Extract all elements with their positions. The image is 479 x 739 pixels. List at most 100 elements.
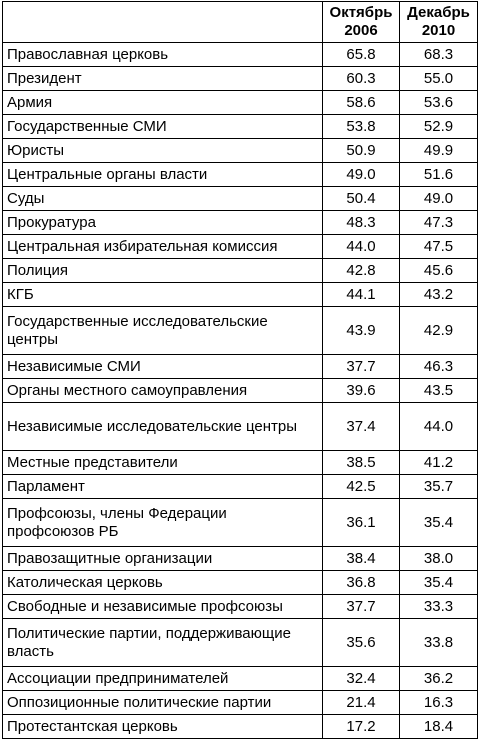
table-row: Юристы 50.9 49.9 <box>2 138 478 163</box>
value-2010: 47.3 <box>399 210 478 235</box>
value-2006: 42.5 <box>322 474 400 499</box>
value-2010: 35.4 <box>399 498 478 547</box>
value-2006: 53.8 <box>322 114 400 139</box>
institution-name: Центральные органы власти <box>2 162 323 187</box>
value-2010: 68.3 <box>399 42 478 67</box>
value-2006: 60.3 <box>322 66 400 91</box>
value-2006: 37.7 <box>322 354 400 379</box>
institution-name: Суды <box>2 186 323 211</box>
institution-name: КГБ <box>2 282 323 307</box>
institution-name: Президент <box>2 66 323 91</box>
table-row: Профсоюзы, члены Федерации профсоюзов РБ… <box>2 498 478 547</box>
value-2006: 37.4 <box>322 402 400 451</box>
value-2006: 65.8 <box>322 42 400 67</box>
table-row: КГБ 44.1 43.2 <box>2 282 478 307</box>
table-row: Государственные СМИ 53.8 52.9 <box>2 114 478 139</box>
value-2010: 46.3 <box>399 354 478 379</box>
value-2010: 49.0 <box>399 186 478 211</box>
value-2006: 38.5 <box>322 450 400 475</box>
value-2006: 35.6 <box>322 618 400 667</box>
table-row: Армия 58.6 53.6 <box>2 90 478 115</box>
value-2006: 58.6 <box>322 90 400 115</box>
value-2010: 36.2 <box>399 666 478 691</box>
table-row: Православная церковь 65.8 68.3 <box>2 42 478 67</box>
header-october-2006: Октябрь 2006 <box>322 1 400 43</box>
institution-name: Парламент <box>2 474 323 499</box>
institution-name: Правозащитные организации <box>2 546 323 571</box>
value-2010: 35.7 <box>399 474 478 499</box>
value-2010: 16.3 <box>399 690 478 715</box>
value-2006: 17.2 <box>322 714 400 739</box>
institution-name: Католическая церковь <box>2 570 323 595</box>
institution-name: Полиция <box>2 258 323 283</box>
institution-name: Профсоюзы, члены Федерации профсоюзов РБ <box>2 498 323 547</box>
institution-name: Политические партии, поддерживающие влас… <box>2 618 323 667</box>
institution-name: Государственные СМИ <box>2 114 323 139</box>
table-row: Независимые СМИ 37.7 46.3 <box>2 354 478 379</box>
value-2006: 37.7 <box>322 594 400 619</box>
value-2006: 48.3 <box>322 210 400 235</box>
institution-name: Независимые исследовательские центры <box>2 402 323 451</box>
table-row: Местные представители 38.5 41.2 <box>2 450 478 475</box>
table-row: Полиция 42.8 45.6 <box>2 258 478 283</box>
header-december-2010: Декабрь 2010 <box>399 1 478 43</box>
value-2010: 55.0 <box>399 66 478 91</box>
value-2006: 50.9 <box>322 138 400 163</box>
institution-name: Независимые СМИ <box>2 354 323 379</box>
institution-name: Центральная избирательная комиссия <box>2 234 323 259</box>
table-row: Государственные исследовательские центры… <box>2 306 478 355</box>
value-2010: 45.6 <box>399 258 478 283</box>
header-row: Октябрь 2006 Декабрь 2010 <box>2 1 478 43</box>
value-2006: 21.4 <box>322 690 400 715</box>
table-row: Правозащитные организации 38.4 38.0 <box>2 546 478 571</box>
table-row: Политические партии, поддерживающие влас… <box>2 618 478 667</box>
value-2010: 35.4 <box>399 570 478 595</box>
institution-name: Органы местного самоуправления <box>2 378 323 403</box>
table-row: Центральная избирательная комиссия 44.0 47… <box>2 234 478 259</box>
value-2006: 36.1 <box>322 498 400 547</box>
table-row: Суды 50.4 49.0 <box>2 186 478 211</box>
value-2006: 43.9 <box>322 306 400 355</box>
header-blank-cell <box>2 1 323 43</box>
value-2010: 33.8 <box>399 618 478 667</box>
institution-name: Протестантская церковь <box>2 714 323 739</box>
institution-name: Местные представители <box>2 450 323 475</box>
value-2010: 41.2 <box>399 450 478 475</box>
table-row: Президент 60.3 55.0 <box>2 66 478 91</box>
institution-name: Ассоциации предпринимателей <box>2 666 323 691</box>
value-2010: 43.5 <box>399 378 478 403</box>
table-row: Католическая церковь 36.8 35.4 <box>2 570 478 595</box>
value-2010: 52.9 <box>399 114 478 139</box>
value-2010: 43.2 <box>399 282 478 307</box>
value-2006: 36.8 <box>322 570 400 595</box>
value-2006: 32.4 <box>322 666 400 691</box>
table-row: Независимые исследовательские центры 37.4… <box>2 402 478 451</box>
institution-name: Прокуратура <box>2 210 323 235</box>
value-2010: 51.6 <box>399 162 478 187</box>
institution-name: Государственные исследовательские центры <box>2 306 323 355</box>
table-row: Свободные и независимые профсоюзы 37.7 33.… <box>2 594 478 619</box>
value-2010: 47.5 <box>399 234 478 259</box>
value-2010: 53.6 <box>399 90 478 115</box>
institution-name: Свободные и независимые профсоюзы <box>2 594 323 619</box>
table-row: Ассоциации предпринимателей 32.4 36.2 <box>2 666 478 691</box>
value-2006: 49.0 <box>322 162 400 187</box>
institution-name: Православная церковь <box>2 42 323 67</box>
table-row: Центральные органы власти 49.0 51.6 <box>2 162 478 187</box>
table-row: Протестантская церковь 17.2 18.4 <box>2 714 478 739</box>
institution-name: Армия <box>2 90 323 115</box>
value-2010: 44.0 <box>399 402 478 451</box>
institution-name: Юристы <box>2 138 323 163</box>
value-2010: 49.9 <box>399 138 478 163</box>
value-2006: 38.4 <box>322 546 400 571</box>
value-2010: 18.4 <box>399 714 478 739</box>
value-2006: 44.0 <box>322 234 400 259</box>
table-row: Органы местного самоуправления 39.6 43.5 <box>2 378 478 403</box>
value-2006: 42.8 <box>322 258 400 283</box>
value-2010: 33.3 <box>399 594 478 619</box>
value-2006: 39.6 <box>322 378 400 403</box>
value-2010: 42.9 <box>399 306 478 355</box>
table-row: Парламент 42.5 35.7 <box>2 474 478 499</box>
value-2006: 50.4 <box>322 186 400 211</box>
